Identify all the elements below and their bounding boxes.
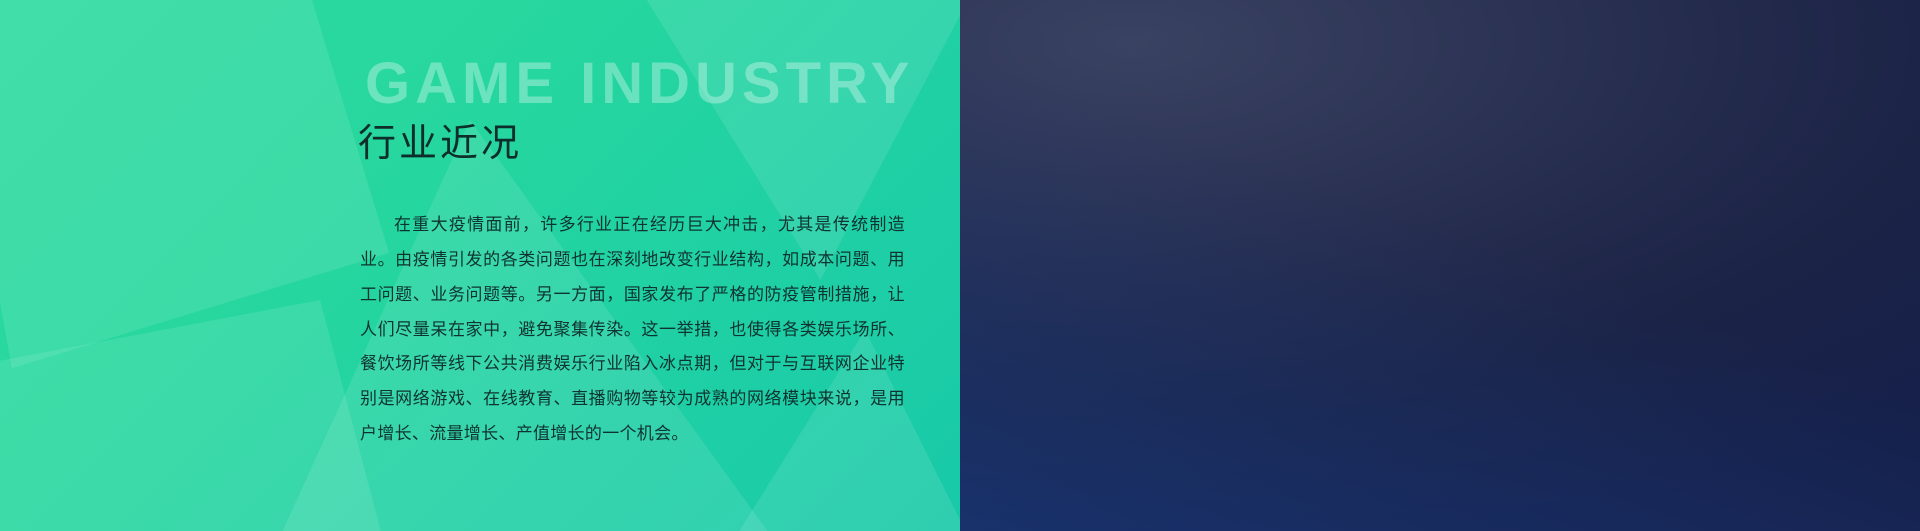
right-panel: 2013-2019年中国游戏产业销售收入及增长 0500100015002000… bbox=[960, 0, 1920, 531]
watermark-title: GAME INDUSTRY bbox=[365, 51, 915, 116]
section-heading: 行业近况 bbox=[358, 123, 523, 165]
body-paragraph: 在重大疫情面前，许多行业正在经历巨大冲击，尤其是传统制造业。由疫情引发的各类问题… bbox=[360, 215, 905, 444]
left-panel: GAME INDUSTRY 行业近况 在重大疫情面前，许多行业正在经历巨大冲击，… bbox=[0, 0, 960, 531]
